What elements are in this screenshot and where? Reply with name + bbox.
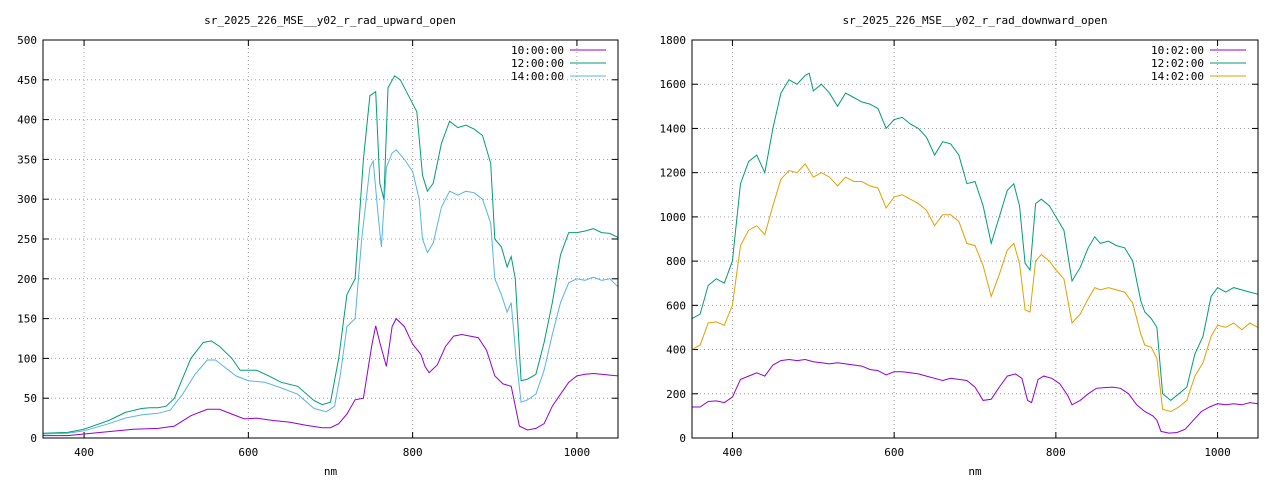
y-tick-label: 100 (17, 352, 37, 365)
series-line-10:00:00 (43, 317, 618, 437)
y-tick-label: 0 (679, 432, 686, 445)
plot-frame (691, 39, 1259, 439)
y-tick-label: 400 (666, 344, 686, 357)
y-tick-label: 200 (666, 388, 686, 401)
x-tick-label: 1000 (564, 446, 591, 459)
chart-1: sr_2025_226_MSE__y02_r_rad_upward_open 0 5… (17, 14, 619, 478)
legend-label: 14:02:00 (1151, 70, 1204, 83)
x-axis-label: nm (324, 465, 338, 478)
x-tick-label: 800 (403, 446, 423, 459)
legend-label: 14:00:00 (511, 70, 564, 83)
x-tick-label: 400 (74, 446, 94, 459)
y-tick-label: 0 (30, 432, 37, 445)
x-tick-label: 400 (722, 446, 742, 459)
y-tick-label: 1200 (660, 167, 687, 180)
series-line-12:02:00 (692, 72, 1258, 402)
y-tick-label: 450 (17, 74, 37, 87)
series-line-10:02:00 (692, 358, 1258, 434)
y-tick-label: 1000 (660, 211, 687, 224)
legend-label: 10:00:00 (511, 44, 564, 57)
legend-label: 12:02:00 (1151, 57, 1204, 70)
x-tick-label: 600 (884, 446, 904, 459)
legend-label: 10:02:00 (1151, 44, 1204, 57)
x-tick-label: 800 (1046, 446, 1066, 459)
series-line-14:00:00 (43, 149, 618, 435)
y-tick-label: 300 (17, 193, 37, 206)
y-tick-label: 1600 (660, 78, 687, 91)
y-tick-label: 250 (17, 233, 37, 246)
y-tick-label: 800 (666, 255, 686, 268)
x-tick-label: 1000 (1204, 446, 1231, 459)
series-line-14:02:00 (692, 162, 1258, 413)
x-tick-label: 600 (238, 446, 258, 459)
plot-frame (42, 39, 619, 439)
y-tick-label: 1400 (660, 122, 687, 135)
y-tick-label: 50 (24, 392, 37, 405)
y-tick-label: 350 (17, 153, 37, 166)
chart-2: sr_2025_226_MSE__y02_r_rad_downward_open… (660, 14, 1259, 478)
chart-title: sr_2025_226_MSE__y02_r_rad_upward_open (204, 14, 456, 27)
x-axis-label: nm (968, 465, 982, 478)
legend-label: 12:00:00 (511, 57, 564, 70)
y-tick-label: 500 (17, 34, 37, 47)
y-tick-label: 200 (17, 273, 37, 286)
y-tick-label: 150 (17, 313, 37, 326)
series-line-12:00:00 (43, 75, 618, 434)
y-tick-label: 1800 (660, 34, 687, 47)
chart-title: sr_2025_226_MSE__y02_r_rad_downward_open (843, 14, 1108, 27)
y-tick-label: 400 (17, 114, 37, 127)
y-tick-label: 600 (666, 299, 686, 312)
